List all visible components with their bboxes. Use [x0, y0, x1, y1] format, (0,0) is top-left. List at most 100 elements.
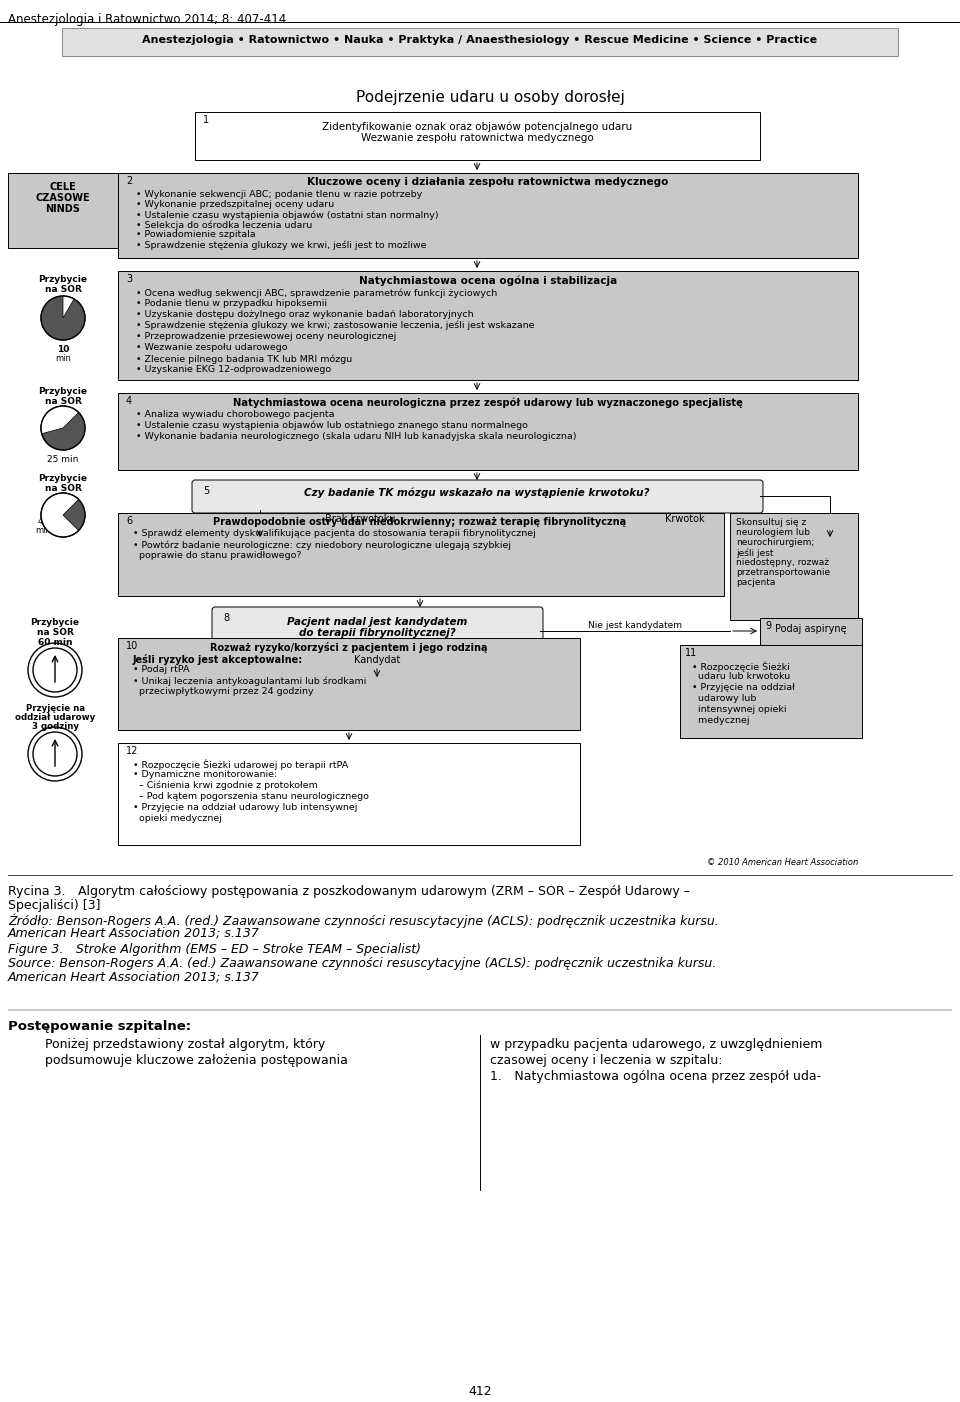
Text: opieki medycznej: opieki medycznej	[133, 815, 222, 823]
Text: Zidentyfikowanie oznak oraz objawów potencjalnego udaru: Zidentyfikowanie oznak oraz objawów pote…	[322, 122, 632, 133]
Text: 25 min: 25 min	[47, 456, 79, 464]
Text: • Przyjęcie na oddział: • Przyjęcie na oddział	[692, 683, 795, 693]
Text: Source: Benson-Rogers A.A. (ed.) Zaawansowane czynności resuscytacyjne (ACLS): p: Source: Benson-Rogers A.A. (ed.) Zaawans…	[8, 958, 716, 970]
Text: American Heart Association 2013; s.137: American Heart Association 2013; s.137	[8, 927, 260, 939]
Text: Anestezjologia i Ratownictwo 2014; 8: 407-414: Anestezjologia i Ratownictwo 2014; 8: 40…	[8, 13, 286, 27]
Text: udarowy lub: udarowy lub	[692, 694, 756, 702]
Text: 3: 3	[126, 273, 132, 285]
Text: • Sprawdzenie stężenia glukozy we krwi, jeśli jest to możliwe: • Sprawdzenie stężenia glukozy we krwi, …	[136, 240, 426, 250]
Text: Krwotok: Krwotok	[665, 515, 705, 524]
Text: • Sprawdzenie stężenia glukozy we krwi; zastosowanie leczenia, jeśli jest wskaza: • Sprawdzenie stężenia glukozy we krwi; …	[136, 321, 535, 331]
Text: Natychmiastowa ocena ogólna i stabilizacja: Natychmiastowa ocena ogólna i stabilizac…	[359, 275, 617, 286]
Text: przetransportowanie: przetransportowanie	[736, 568, 830, 578]
Text: • Unikaj leczenia antykoagulantami lub środkami: • Unikaj leczenia antykoagulantami lub ś…	[133, 676, 367, 686]
Text: – Ciśnienia krwi zgodnie z protokołem: – Ciśnienia krwi zgodnie z protokołem	[133, 781, 318, 791]
Text: • Wezwanie zespołu udarowego: • Wezwanie zespołu udarowego	[136, 343, 287, 352]
Bar	[730, 513, 858, 620]
Text: czasowej oceny i leczenia w szpitalu:: czasowej oceny i leczenia w szpitalu:	[490, 1054, 723, 1067]
Text: • Wykonanie sekwencji ABC; podanie tlenu w razie potrzeby: • Wykonanie sekwencji ABC; podanie tlenu…	[136, 191, 422, 199]
Text: • Przeprowadzenie przesiewowej oceny neurologicznej: • Przeprowadzenie przesiewowej oceny neu…	[136, 332, 396, 341]
Text: • Dynamiczne monitorowanie:: • Dynamiczne monitorowanie:	[133, 770, 277, 780]
Text: Kandydat: Kandydat	[354, 655, 400, 665]
Text: intensywnej opieki: intensywnej opieki	[692, 705, 786, 714]
Bar	[8, 172, 118, 248]
Text: • Powiadomienie szpitala: • Powiadomienie szpitala	[136, 230, 255, 238]
Bar	[760, 618, 862, 645]
Text: na SOR: na SOR	[36, 628, 73, 637]
Text: 10: 10	[126, 641, 138, 651]
Text: Brak krwotoku: Brak krwotoku	[324, 515, 396, 524]
Text: • Uzyskanie EKG 12-odprowadzeniowego: • Uzyskanie EKG 12-odprowadzeniowego	[136, 365, 331, 374]
Text: 9: 9	[765, 621, 771, 631]
Text: Przybycie: Przybycie	[38, 275, 87, 285]
Wedge shape	[63, 296, 74, 318]
Bar	[118, 172, 858, 258]
Text: • Podaj rtPA: • Podaj rtPA	[133, 665, 189, 674]
Text: na SOR: na SOR	[44, 484, 82, 494]
Text: 12: 12	[126, 746, 138, 756]
Text: • Ocena według sekwencji ABC, sprawdzenie parametrów funkcji życiowych: • Ocena według sekwencji ABC, sprawdzeni…	[136, 287, 497, 297]
Text: • Uzyskanie dostępu dożylnego oraz wykonanie badań laboratoryjnych: • Uzyskanie dostępu dożylnego oraz wykon…	[136, 310, 473, 320]
Text: Prawdopodobnie ostry udar niedokrwienny; rozważ terapię fibrynolityczną: Prawdopodobnie ostry udar niedokrwienny;…	[213, 517, 627, 527]
Text: jeśli jest: jeśli jest	[736, 548, 774, 558]
Text: American Heart Association 2013; s.137: American Heart Association 2013; s.137	[8, 972, 260, 984]
Circle shape	[33, 648, 77, 693]
Text: 10: 10	[57, 345, 69, 353]
Text: Skonsultuj się z: Skonsultuj się z	[736, 517, 806, 527]
Text: 5: 5	[203, 486, 209, 496]
Text: udaru lub krwotoku: udaru lub krwotoku	[692, 672, 790, 681]
Text: Podaj aspirynę: Podaj aspirynę	[775, 624, 847, 634]
Text: • Analiza wywiadu chorobowego pacjenta: • Analiza wywiadu chorobowego pacjenta	[136, 409, 334, 419]
Wedge shape	[41, 494, 79, 537]
Text: • Ustalenie czasu wystąpienia objawów lub ostatniego znanego stanu normalnego: • Ustalenie czasu wystąpienia objawów lu…	[136, 421, 528, 430]
Circle shape	[41, 296, 85, 341]
Text: NINDS: NINDS	[45, 205, 81, 215]
Text: – Pod kątem pogorszenia stanu neurologicznego: – Pod kątem pogorszenia stanu neurologic…	[133, 792, 369, 801]
Text: • Podanie tlenu w przypadku hipoksemii: • Podanie tlenu w przypadku hipoksemii	[136, 299, 327, 308]
Wedge shape	[41, 407, 79, 433]
Text: niedostępny, rozważ: niedostępny, rozważ	[736, 558, 829, 566]
FancyBboxPatch shape	[212, 607, 543, 655]
Text: Rozważ ryzyko/korzyści z pacjentem i jego rodziną: Rozważ ryzyko/korzyści z pacjentem i jeg…	[210, 642, 488, 653]
FancyBboxPatch shape	[192, 479, 763, 513]
Text: • Rozpoczęcie Ŝieżki udarowej po terapii rtPA: • Rozpoczęcie Ŝieżki udarowej po terapii…	[133, 758, 348, 770]
Text: • Zlecenie pilnego badania TK lub MRI mózgu: • Zlecenie pilnego badania TK lub MRI mó…	[136, 353, 352, 363]
Text: pacjenta: pacjenta	[736, 578, 776, 587]
Text: Rycina 3. Algorytm całościowy postępowania z poszkodowanym udarowym (ZRM – SOR –: Rycina 3. Algorytm całościowy postępowan…	[8, 885, 690, 899]
Text: neurologiem lub: neurologiem lub	[736, 529, 810, 537]
Text: podsumowuje kluczowe założenia postępowania: podsumowuje kluczowe założenia postępowa…	[45, 1054, 348, 1067]
Text: 8: 8	[223, 613, 229, 622]
Bar	[195, 112, 760, 160]
Bar	[118, 513, 724, 596]
Text: do terapii fibrynolitycznej?: do terapii fibrynolitycznej?	[299, 628, 455, 638]
Text: medycznej: medycznej	[692, 716, 750, 725]
Text: • Rozpoczęcie Ŝieżki: • Rozpoczęcie Ŝieżki	[692, 660, 790, 672]
Circle shape	[33, 732, 77, 775]
Text: • Wykonanie przedszpitalnej oceny udaru: • Wykonanie przedszpitalnej oceny udaru	[136, 200, 334, 209]
Text: Poniżej przedstawiony został algorytm, który: Poniżej przedstawiony został algorytm, k…	[45, 1037, 325, 1052]
Text: 4: 4	[126, 395, 132, 407]
Text: 6: 6	[126, 516, 132, 526]
Text: CELE: CELE	[50, 182, 77, 192]
Text: • Powtórz badanie neurologiczne: czy niedobory neurologiczne ulegają szybkiej: • Powtórz badanie neurologiczne: czy nie…	[133, 540, 511, 550]
Text: Nie jest kandydatem: Nie jest kandydatem	[588, 621, 682, 629]
Text: Kluczowe oceny i działania zespołu ratownictwa medycznego: Kluczowe oceny i działania zespołu ratow…	[307, 177, 669, 186]
Text: 412: 412	[468, 1385, 492, 1398]
Text: Przybycie: Przybycie	[38, 387, 87, 395]
Text: Wezwanie zespołu ratownictwa medycznego: Wezwanie zespołu ratownictwa medycznego	[361, 133, 593, 143]
Text: Czy badanie TK mózgu wskazało na wystąpienie krwotoku?: Czy badanie TK mózgu wskazało na wystąpi…	[304, 488, 650, 499]
Text: 1. Natychmiastowa ogólna ocena przez zespół uda-: 1. Natychmiastowa ogólna ocena przez zes…	[490, 1070, 821, 1082]
Text: Jeśli ryzyko jest akceptowalne:: Jeśli ryzyko jest akceptowalne:	[133, 653, 303, 665]
Text: min: min	[55, 353, 71, 363]
Text: Przyjęcie na: Przyjęcie na	[26, 704, 84, 714]
Text: CZASOWE: CZASOWE	[36, 193, 90, 203]
Bar	[62, 28, 898, 56]
Text: oddział udarowy: oddział udarowy	[14, 714, 95, 722]
Text: Źródło: Benson-Rogers A.A. (red.) Zaawansowane czynności resuscytacyjne (ACLS): : Źródło: Benson-Rogers A.A. (red.) Zaawan…	[8, 913, 719, 928]
Text: 45: 45	[37, 517, 49, 526]
Text: • Przyjęcie na oddział udarowy lub intensywnej: • Przyjęcie na oddział udarowy lub inten…	[133, 803, 357, 812]
Text: 3 godziny: 3 godziny	[32, 722, 79, 730]
Text: Przybycie: Przybycie	[38, 474, 87, 484]
Text: • Selekcja do ośrodka leczenia udaru: • Selekcja do ośrodka leczenia udaru	[136, 220, 312, 230]
Text: © 2010 American Heart Association: © 2010 American Heart Association	[707, 858, 858, 866]
